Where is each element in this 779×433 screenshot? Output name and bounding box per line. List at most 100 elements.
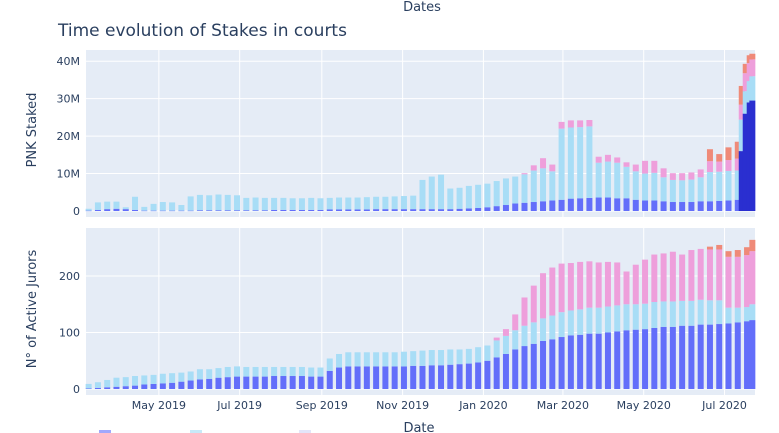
stacked-bar-segment — [298, 376, 305, 389]
stacked-bar-segment — [604, 161, 611, 198]
y-tick-label: 20M — [57, 130, 81, 143]
stacked-bar-segment — [354, 209, 361, 211]
stacked-bar-segment — [567, 263, 574, 311]
active-jurors-y-ticks: 0 100 200 — [59, 270, 80, 396]
stacked-bar-segment — [749, 76, 756, 101]
stacked-bar-segment — [725, 251, 732, 257]
stacked-bar-segment — [438, 209, 445, 211]
stacked-bar-segment — [326, 358, 333, 371]
stacked-bar-segment — [141, 375, 148, 385]
stacked-bar-segment — [632, 304, 639, 330]
stacked-bar-segment — [558, 199, 565, 211]
stacked-bar-segment — [336, 209, 343, 211]
stacked-bar-segment — [716, 161, 723, 172]
stacked-bar-segment — [586, 197, 593, 211]
stacked-bar-segment — [104, 201, 111, 210]
stacked-bar-segment — [651, 254, 658, 303]
stacked-bar-segment — [549, 200, 556, 211]
stacked-bar-segment — [169, 210, 176, 212]
stacked-bar-segment — [549, 339, 556, 389]
stacked-bar-segment — [679, 254, 686, 301]
stacked-bar-segment — [738, 119, 745, 152]
stacked-bar-segment — [706, 246, 713, 250]
stacked-bar-segment — [725, 307, 732, 324]
stacked-bar-segment — [614, 198, 621, 211]
stacked-bar-segment — [178, 210, 185, 212]
stacked-bar-segment — [122, 386, 129, 389]
legend-swatch[interactable] — [99, 430, 111, 433]
stacked-bar-segment — [438, 174, 445, 210]
stacked-bar-segment — [159, 210, 166, 212]
stacked-bar-segment — [178, 205, 185, 211]
stacked-bar-segment — [540, 318, 547, 341]
stacked-bar-segment — [725, 170, 732, 201]
stacked-bar-segment — [604, 197, 611, 211]
stacked-bar-segment — [132, 376, 139, 386]
stacked-bar-segment — [558, 337, 565, 389]
stacked-bar-segment — [540, 340, 547, 389]
stacked-bar-segment — [502, 205, 509, 211]
stacked-bar-segment — [744, 247, 751, 256]
stacked-bar-segment — [475, 347, 482, 363]
stacked-bar-segment — [104, 209, 111, 211]
stacked-bar-segment — [141, 210, 148, 212]
stacked-bar-segment — [549, 171, 556, 201]
stacked-bar-segment — [94, 387, 101, 389]
stacked-bar-segment — [577, 127, 584, 199]
stacked-bar-segment — [697, 324, 704, 389]
stacked-bar-segment — [558, 263, 565, 313]
stacked-bar-segment — [530, 343, 537, 389]
stacked-bar-segment — [512, 330, 519, 350]
stacked-bar-segment — [122, 377, 129, 387]
stacked-bar-segment — [642, 160, 649, 174]
stacked-bar-segment — [738, 104, 745, 120]
stacked-bar-segment — [475, 362, 482, 389]
stacked-bar-segment — [150, 374, 157, 384]
active-jurors-chart: 0 100 200 May 2019 Jul 2019 Sep 2019 Nov 2019… — [25, 228, 756, 412]
stacked-bar-segment — [150, 203, 157, 211]
stacked-bar-segment — [706, 324, 713, 389]
stacked-bar-segment — [354, 197, 361, 210]
stacked-bar-segment — [475, 208, 482, 211]
stacked-bar-segment — [669, 301, 676, 327]
y-tick-label: 30M — [57, 93, 81, 106]
stacked-bar-segment — [749, 251, 756, 305]
stacked-bar-segment — [187, 210, 194, 212]
stacked-bar-segment — [363, 209, 370, 211]
stacked-bar-segment — [132, 196, 139, 210]
stacked-bar-segment — [410, 365, 417, 389]
stacked-bar-segment — [187, 380, 194, 389]
stacked-bar-segment — [734, 256, 741, 308]
stacked-bar-segment — [178, 372, 185, 382]
pnk-staked-y-axis-title: PNK Staked — [25, 93, 40, 168]
stacked-bar-segment — [558, 312, 565, 338]
stacked-bar-segment — [679, 300, 686, 326]
stacked-bar-segment — [586, 307, 593, 334]
y-tick-label: 10M — [57, 168, 81, 181]
stacked-bar-segment — [595, 307, 602, 334]
stacked-bar-segment — [354, 366, 361, 389]
stacked-bar-segment — [669, 326, 676, 389]
stacked-bar-segment — [642, 173, 649, 201]
stacked-bar-segment — [586, 333, 593, 389]
stacked-bar-segment — [716, 300, 723, 325]
stacked-bar-segment — [577, 198, 584, 211]
stacked-bar-segment — [215, 194, 222, 211]
stacked-bar-segment — [567, 127, 574, 199]
stacked-bar-segment — [679, 202, 686, 211]
stacked-bar-segment — [749, 59, 756, 77]
stacked-bar-segment — [336, 367, 343, 389]
stacked-bar-segment — [215, 210, 222, 211]
stacked-bar-segment — [150, 210, 157, 212]
stacked-bar-segment — [632, 164, 639, 172]
stacked-bar-segment — [734, 307, 741, 323]
legend-swatch[interactable] — [299, 430, 311, 433]
stacked-bar-segment — [749, 304, 756, 321]
stacked-bar-segment — [234, 210, 241, 211]
stacked-bar-segment — [428, 209, 435, 211]
stacked-bar-segment — [280, 366, 287, 377]
stacked-bar-segment — [493, 337, 500, 341]
stacked-bar-segment — [187, 371, 194, 381]
stacked-bar-segment — [428, 365, 435, 389]
legend-swatch[interactable] — [190, 430, 202, 433]
